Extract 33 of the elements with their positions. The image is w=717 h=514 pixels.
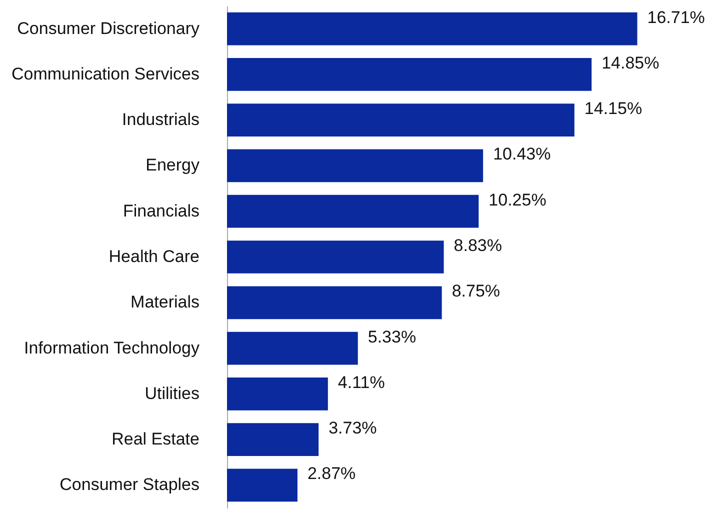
bar — [227, 104, 574, 137]
y-tick-label: Industrials — [122, 110, 200, 130]
data-label: 8.75% — [452, 282, 500, 301]
y-tick-label: Financials — [122, 201, 200, 220]
data-label: 16.71% — [647, 8, 705, 27]
y-tick-label: Materials — [130, 292, 200, 312]
y-tick-label: Health Care — [108, 247, 200, 266]
bar — [227, 377, 328, 410]
bar — [227, 12, 638, 46]
data-label: 14.15% — [584, 99, 642, 118]
y-tick-label: Energy — [146, 156, 200, 175]
data-label: 8.83% — [454, 236, 502, 255]
data-label: 10.43% — [493, 144, 551, 164]
y-tick-label: Utilities — [144, 384, 200, 403]
bar — [227, 286, 442, 320]
data-label: 5.33% — [368, 327, 416, 346]
bar — [227, 332, 358, 365]
data-label: 4.11% — [338, 372, 385, 392]
data-label: 14.85% — [602, 53, 660, 72]
bar — [227, 423, 319, 456]
bar — [227, 149, 484, 182]
y-tick-label: Consumer Discretionary — [17, 18, 200, 38]
bar — [227, 194, 479, 228]
y-tick-label: Communication Services — [11, 64, 200, 84]
y-tick-label: Real Estate — [112, 430, 200, 449]
data-label: 10.25% — [488, 190, 546, 210]
y-tick-label: Consumer Staples — [60, 475, 200, 494]
data-label: 3.73% — [328, 418, 377, 438]
bar — [227, 468, 298, 502]
y-tick-label: Information Technology — [24, 338, 200, 358]
bar — [227, 240, 444, 274]
data-label: 2.87% — [307, 464, 356, 484]
bar — [227, 58, 592, 91]
